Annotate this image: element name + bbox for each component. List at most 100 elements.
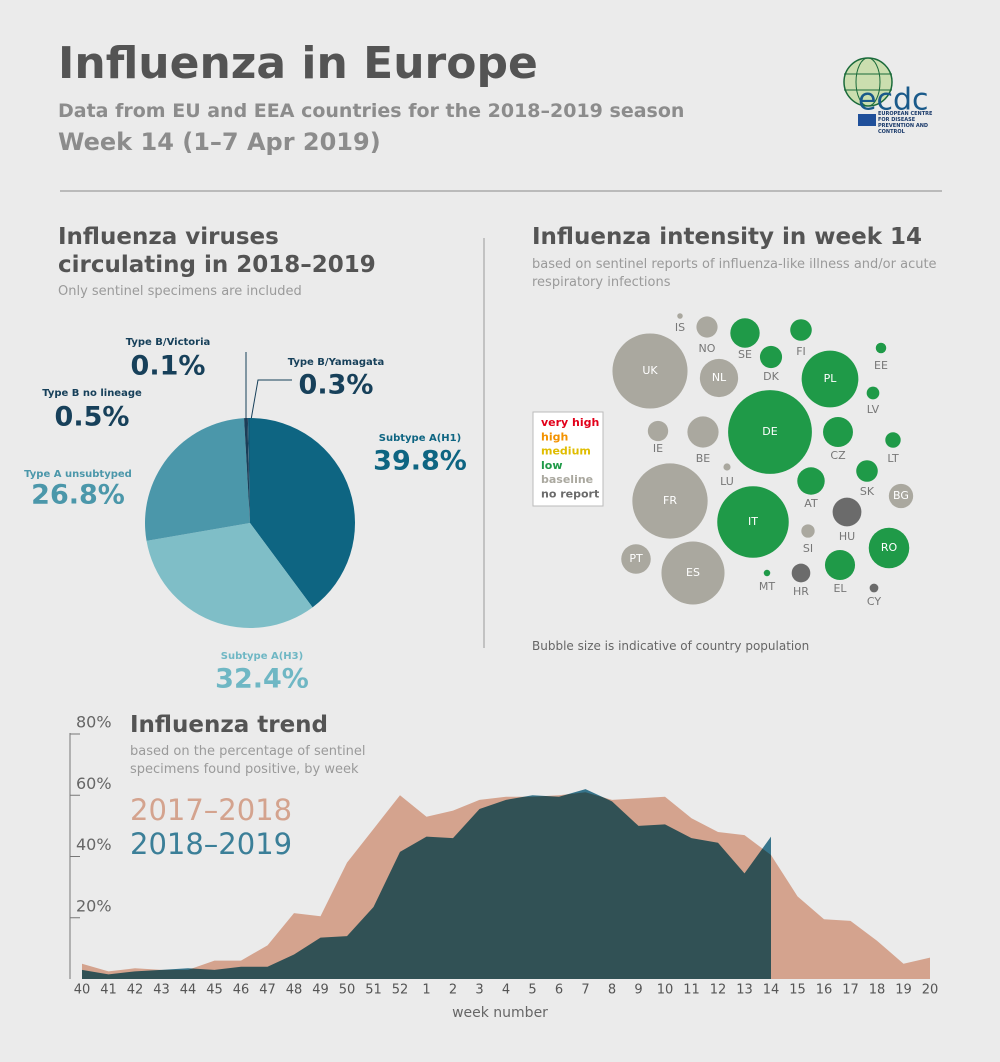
bubble-label: IE	[653, 442, 663, 455]
bubble	[801, 350, 859, 408]
slice-value: 0.5%	[55, 402, 130, 433]
bubble-label: EE	[874, 359, 888, 372]
bubble-label: SK	[860, 485, 875, 498]
x-tick-label: 16	[816, 983, 833, 998]
bubble	[801, 524, 815, 538]
bubble-label: SE	[738, 348, 752, 361]
bubble-label: EL	[833, 582, 847, 595]
bubble	[621, 544, 651, 574]
bubble	[696, 316, 718, 338]
legend-label: medium	[541, 445, 591, 458]
x-tick-label: 19	[895, 983, 912, 998]
pie-subtitle: Only sentinel specimens are included	[58, 284, 302, 299]
x-tick-label: 3	[475, 983, 483, 998]
bubble-label: IS	[675, 321, 685, 334]
bubble	[885, 432, 901, 448]
logo-full-name: EUROPEAN CENTRE FOR DISEASE PREVENTION A…	[878, 111, 933, 135]
bubble-label: NO	[699, 342, 716, 355]
bubble-label: DE	[762, 425, 777, 438]
bubble-label: BE	[696, 452, 711, 465]
bubble-label: BG	[893, 489, 909, 502]
x-tick-label: 52	[392, 983, 409, 998]
bubble	[723, 463, 731, 471]
legend-label: high	[541, 430, 568, 443]
bubble	[866, 386, 880, 400]
bubble	[791, 563, 811, 583]
bubble	[823, 417, 853, 447]
bubble-label: RO	[881, 541, 898, 554]
x-axis-label: week number	[452, 1005, 548, 1021]
y-tick-label: 80%	[76, 713, 112, 732]
logo-name: ecdc	[858, 83, 929, 118]
x-tick-label: 40	[74, 983, 91, 998]
bubble-title: Influenza intensity in week 14	[532, 224, 923, 250]
page-subtitle: Data from EU and EEA countries for the 2…	[58, 100, 685, 122]
bubble	[790, 319, 812, 341]
page-title: Influenza in Europe	[58, 38, 538, 89]
legend-label: 2017–2018	[130, 793, 292, 827]
page-week: Week 14 (1–7 Apr 2019)	[58, 128, 381, 156]
bubble	[699, 358, 739, 398]
slice-value: 26.8%	[31, 480, 125, 511]
bubble	[832, 497, 862, 527]
x-tick-label: 15	[789, 983, 806, 998]
slice-name: Type B/Victoria	[126, 337, 211, 348]
bubble-label: ES	[686, 566, 700, 579]
x-tick-label: 9	[634, 983, 642, 998]
x-tick-label: 47	[259, 983, 276, 998]
bubble	[797, 467, 825, 495]
bubble	[856, 460, 878, 482]
x-tick-label: 46	[233, 983, 250, 998]
bubble-label: DK	[763, 370, 779, 383]
x-tick-label: 13	[736, 983, 753, 998]
slice-name: Type B no lineage	[42, 388, 142, 399]
bubble	[728, 390, 812, 474]
x-tick-label: 8	[608, 983, 616, 998]
bubble	[647, 420, 669, 442]
bubble-label: LT	[887, 452, 899, 465]
bubble	[612, 333, 688, 409]
slice-value: 32.4%	[215, 664, 309, 695]
slice-value: 0.3%	[299, 370, 374, 401]
x-tick-label: 49	[312, 983, 329, 998]
x-tick-label: 43	[153, 983, 170, 998]
slice-value: 0.1%	[131, 351, 206, 382]
x-tick-label: 6	[555, 983, 563, 998]
x-tick-label: 7	[581, 983, 589, 998]
pie-slice	[146, 523, 313, 628]
x-tick-label: 42	[127, 983, 144, 998]
pie-slice	[145, 418, 250, 541]
leader-line	[250, 379, 292, 421]
legend-label: baseline	[541, 473, 593, 486]
bubble-label: UK	[642, 364, 658, 377]
bubble-label: NL	[712, 371, 727, 384]
bubble-label: HR	[793, 585, 809, 598]
y-tick-label: 40%	[76, 835, 112, 854]
x-tick-label: 44	[180, 983, 197, 998]
bubble-label: CY	[867, 595, 881, 608]
x-tick-label: 14	[763, 983, 780, 998]
legend-label: very high	[541, 416, 599, 429]
x-tick-label: 10	[657, 983, 674, 998]
x-tick-label: 2	[449, 983, 457, 998]
bubble	[730, 318, 760, 348]
x-tick-label: 45	[206, 983, 223, 998]
bubble-label: LU	[720, 475, 734, 488]
bubble-label: FI	[796, 345, 806, 358]
x-tick-label: 41	[100, 983, 117, 998]
pie-slice	[248, 418, 250, 523]
bubble	[875, 342, 887, 354]
legend-label: low	[541, 459, 563, 472]
x-tick-label: 12	[710, 983, 727, 998]
bubble	[888, 483, 914, 509]
x-tick-label: 11	[683, 983, 700, 998]
x-tick-label: 1	[422, 983, 430, 998]
bubble	[869, 583, 879, 593]
slice-name: Type B/Yamagata	[288, 357, 385, 368]
area	[82, 789, 771, 979]
bubble-subtitle: based on sentinel reports of influenza-l…	[532, 257, 937, 290]
bubble	[717, 486, 789, 558]
bubble	[677, 313, 683, 319]
x-tick-label: 18	[869, 983, 886, 998]
